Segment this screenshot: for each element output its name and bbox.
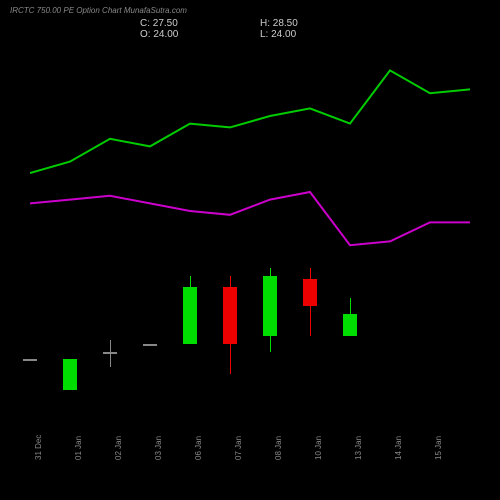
x-axis-label: 01 Jan	[74, 436, 83, 460]
x-axis-label: 13 Jan	[354, 436, 363, 460]
candle-body	[183, 287, 197, 344]
candle	[223, 40, 237, 420]
upper-line	[30, 70, 470, 173]
lower-line	[30, 192, 470, 245]
chart-title: IRCTC 750.00 PE Option Chart MunafaSutra…	[10, 6, 187, 15]
candle-body	[343, 314, 357, 337]
x-axis-label: 15 Jan	[434, 436, 443, 460]
candle	[23, 40, 37, 420]
x-axis: 31 Dec 01 Jan 02 Jan 03 Jan 06 Jan 07 Jan 08 J…	[30, 420, 470, 490]
candle-body	[223, 287, 237, 344]
candle-body	[143, 344, 157, 346]
ohlc-high: H: 28.50	[260, 18, 320, 29]
candle	[263, 40, 277, 420]
x-axis-label: 02 Jan	[114, 436, 123, 460]
ohlc-low: L: 24.00	[260, 29, 320, 40]
candle-body	[23, 359, 37, 361]
x-axis-label: 06 Jan	[194, 436, 203, 460]
lines-layer	[30, 40, 470, 420]
ohlc-open: O: 24.00	[140, 29, 200, 40]
candle	[103, 40, 117, 420]
chart-area	[30, 40, 470, 420]
candle	[183, 40, 197, 420]
ohlc-panel: C: 27.50 H: 28.50 O: 24.00 L: 24.00	[140, 18, 320, 40]
candle	[303, 40, 317, 420]
candle-body	[263, 276, 277, 337]
x-axis-label: 14 Jan	[394, 436, 403, 460]
candle	[143, 40, 157, 420]
candle	[63, 40, 77, 420]
ohlc-close: C: 27.50	[140, 18, 200, 29]
x-axis-label: 10 Jan	[314, 436, 323, 460]
x-axis-label: 07 Jan	[234, 436, 243, 460]
x-axis-label: 31 Dec	[34, 435, 43, 460]
candle-body	[103, 352, 117, 354]
candle	[343, 40, 357, 420]
x-axis-label: 03 Jan	[154, 436, 163, 460]
candle-body	[63, 359, 77, 389]
x-axis-label: 08 Jan	[274, 436, 283, 460]
candle-body	[303, 279, 317, 306]
